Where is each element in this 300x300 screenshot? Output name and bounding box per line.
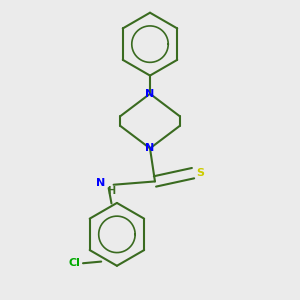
Text: N: N [146,143,154,153]
Text: H: H [108,186,116,197]
Text: N: N [146,89,154,99]
Text: Cl: Cl [68,258,80,268]
Text: N: N [96,178,106,188]
Text: S: S [196,168,204,178]
